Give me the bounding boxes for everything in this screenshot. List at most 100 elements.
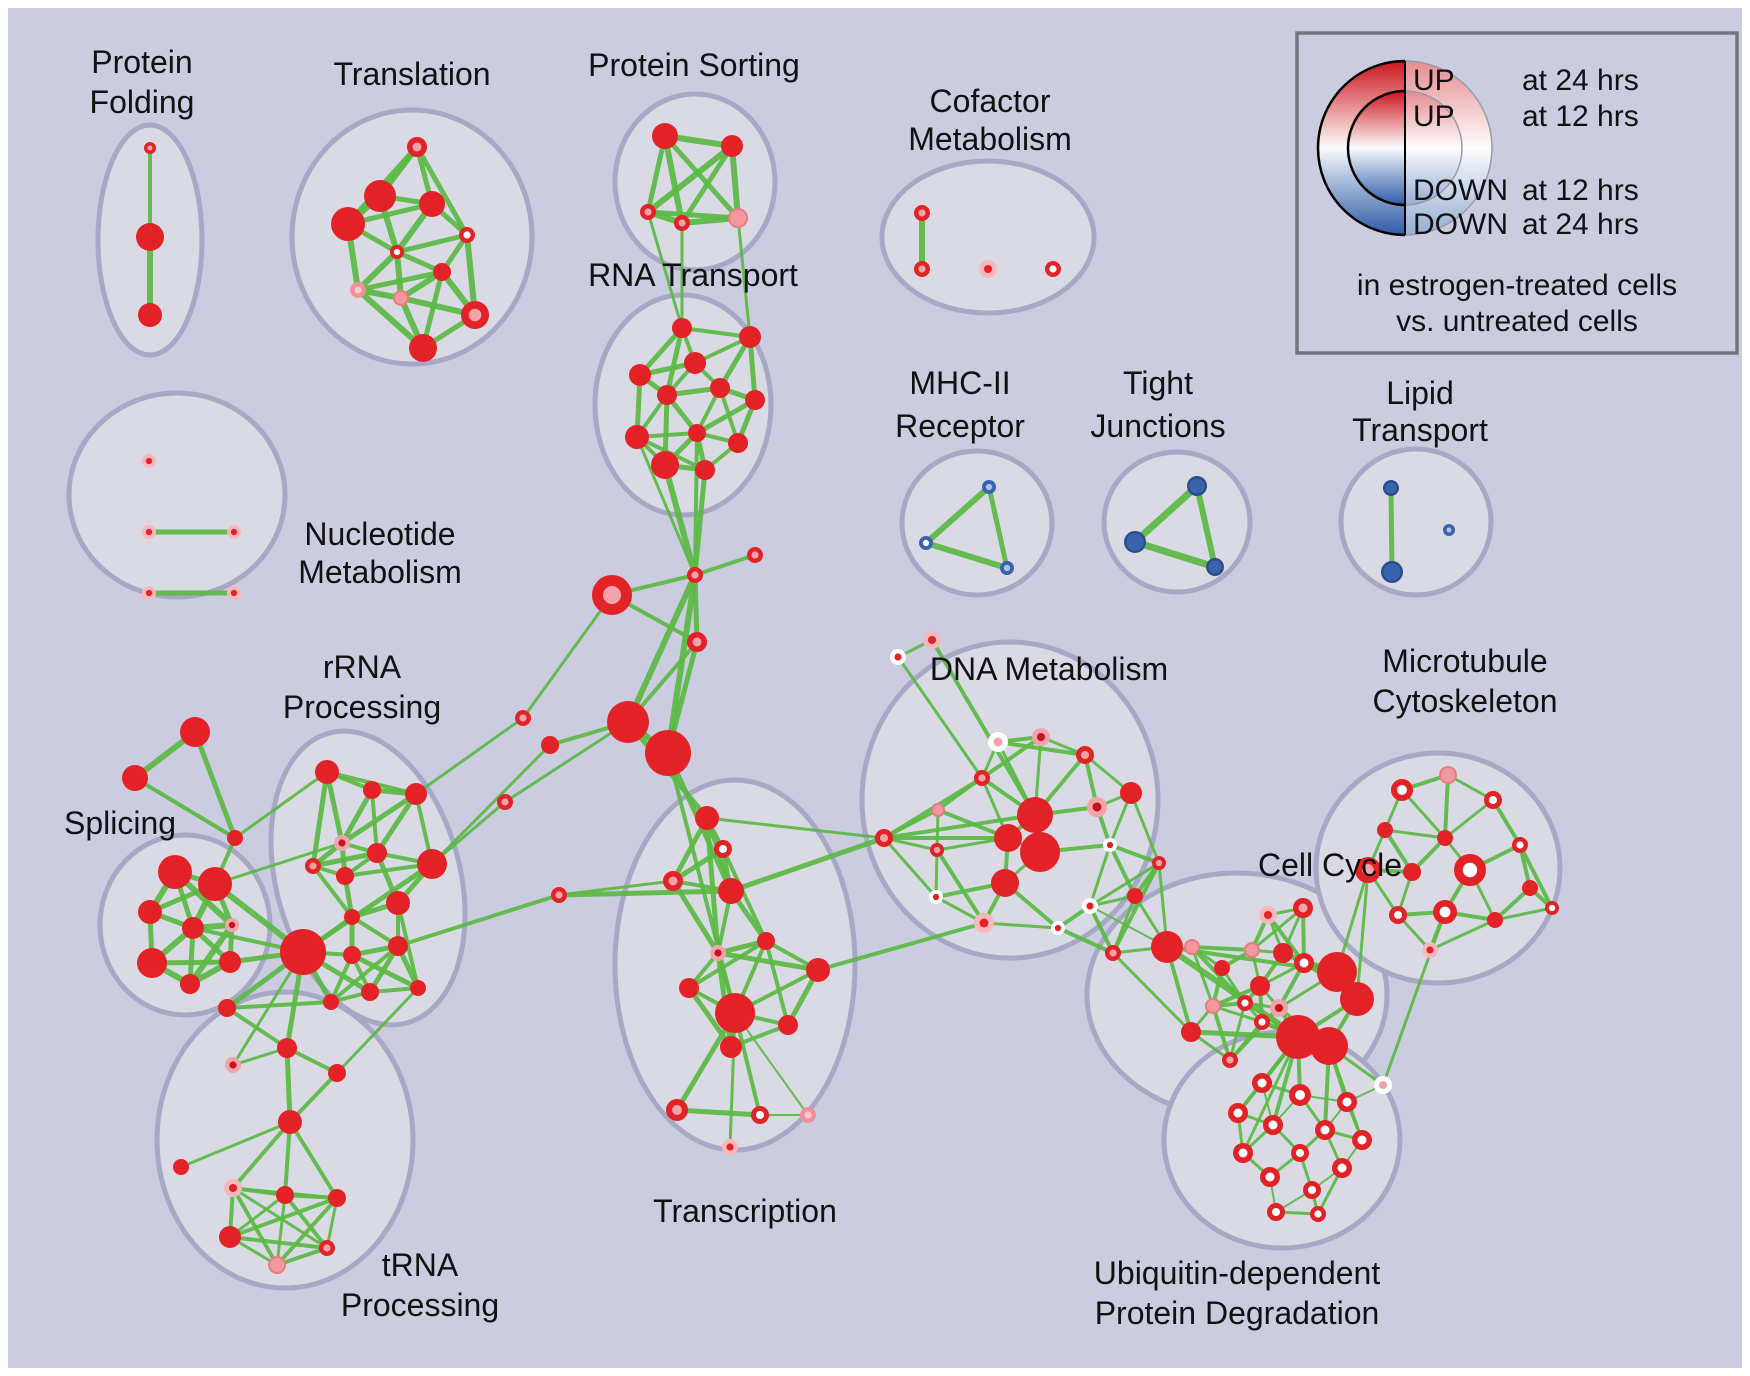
edge — [986, 484, 1010, 571]
gene-node-rt6 — [745, 390, 765, 410]
gene-node-ps2 — [640, 203, 657, 220]
edge — [1493, 906, 1554, 922]
edge — [687, 939, 768, 990]
edge — [1164, 944, 1301, 1040]
gene-node-mt3 — [1377, 822, 1393, 838]
edge — [288, 1120, 339, 1200]
edge — [557, 879, 675, 897]
gene-node-tj2 — [1206, 558, 1224, 576]
cluster-label-tn-line1: Processing — [341, 1287, 499, 1323]
gene-node-t4 — [459, 226, 476, 243]
gene-node-pf0 — [144, 142, 156, 154]
gene-node-d2 — [1075, 745, 1094, 764]
gene-node-rt11 — [695, 460, 715, 480]
edge — [896, 655, 984, 780]
gene-node-ps1 — [721, 135, 743, 157]
cluster-label-cc-line0: Cell Cycle — [1258, 847, 1402, 883]
cluster-label-lt-line0: Lipid — [1386, 375, 1454, 411]
cluster-ellipse-nm — [66, 390, 288, 600]
gene-node-rr14 — [361, 983, 379, 1001]
gene-node-rr3 — [334, 835, 351, 852]
cluster-label-cf-line0: Cofactor — [930, 83, 1051, 119]
gene-node-j0 — [687, 567, 704, 584]
gene-node-x17 — [722, 1138, 739, 1155]
edge — [213, 841, 344, 886]
gene-node-u9 — [1332, 1158, 1352, 1178]
gene-node-tn2 — [277, 1038, 297, 1058]
edge — [693, 553, 757, 577]
gene-node-sp1 — [198, 867, 232, 901]
gene-node-d21 — [1104, 945, 1121, 962]
gene-node-lt0 — [1383, 480, 1399, 496]
edge — [662, 133, 741, 221]
gene-node-x0 — [607, 701, 649, 743]
edge — [923, 484, 992, 546]
gene-node-d13 — [1152, 855, 1167, 870]
cluster-ellipse-mh — [899, 448, 1055, 598]
gene-node-x1 — [645, 730, 691, 776]
gene-node-j4 — [541, 736, 559, 754]
edge — [693, 431, 699, 577]
gene-node-x10 — [679, 978, 699, 998]
gene-node-cc13 — [1276, 1015, 1320, 1059]
legend-time-1: at 12 hrs — [1522, 100, 1639, 133]
gene-node-j3 — [687, 632, 707, 652]
gene-node-tn6 — [224, 1178, 243, 1197]
cluster-label-nm-line0: Nucleotide — [304, 516, 455, 552]
edge — [816, 921, 986, 972]
gene-node-rt10 — [651, 451, 679, 479]
edge — [1088, 861, 1161, 908]
edge — [228, 1196, 339, 1239]
edge — [1443, 798, 1495, 840]
edge — [430, 743, 552, 866]
gene-node-t6 — [433, 263, 451, 281]
cluster-ellipse-lt — [1338, 446, 1494, 598]
edge — [283, 1120, 292, 1197]
cluster-label-nm-line1: Metabolism — [298, 554, 462, 590]
gene-node-cf2 — [978, 260, 997, 279]
gene-node-x12 — [778, 1015, 798, 1035]
gene-node-sp3 — [182, 917, 204, 939]
cluster-label-tr-line0: Translation — [333, 56, 490, 92]
edge — [1443, 773, 1450, 840]
gene-node-x13 — [720, 1036, 742, 1058]
gene-node-t8 — [393, 290, 409, 306]
gene-node-rt8 — [625, 425, 649, 449]
edge — [923, 540, 1010, 571]
gene-node-d19 — [1127, 888, 1143, 904]
cluster-ellipse-tj — [1101, 449, 1253, 595]
edge — [414, 144, 470, 238]
gene-node-rt9 — [728, 433, 748, 453]
cluster-label-lt-line1: Transport — [1352, 412, 1488, 448]
cluster-label-tj-line0: Tight — [1123, 365, 1193, 401]
legend-left-arc — [1346, 89, 1406, 207]
gene-node-d3 — [974, 770, 991, 787]
gene-node-u11 — [1302, 1180, 1321, 1199]
edge — [930, 638, 1037, 817]
edge — [374, 791, 419, 856]
edge — [728, 835, 887, 894]
gene-node-cc0 — [1258, 905, 1277, 924]
gene-node-rr2 — [405, 783, 427, 805]
gene-node-sp4 — [225, 917, 240, 932]
gene-node-u8 — [1290, 1143, 1309, 1162]
edge — [1131, 538, 1219, 571]
edge — [228, 1235, 329, 1250]
edge — [1056, 926, 1115, 955]
gene-node-rr13 — [410, 980, 426, 996]
gene-node-rt2 — [684, 352, 706, 374]
edge — [736, 216, 752, 339]
gene-node-t9 — [461, 301, 490, 330]
gene-node-rt4 — [710, 378, 730, 398]
gene-node-rr12 — [388, 936, 408, 956]
edge — [1088, 904, 1115, 955]
gene-node-u6 — [1352, 1130, 1372, 1150]
gene-node-tn10 — [319, 1239, 336, 1256]
edge — [283, 1193, 329, 1250]
gene-node-d10 — [874, 828, 893, 847]
gene-node-d17 — [1081, 898, 1098, 915]
edge — [275, 1193, 287, 1267]
gene-node-fa — [180, 717, 210, 747]
gene-node-j1 — [747, 547, 764, 564]
gene-node-d23 — [890, 649, 907, 666]
